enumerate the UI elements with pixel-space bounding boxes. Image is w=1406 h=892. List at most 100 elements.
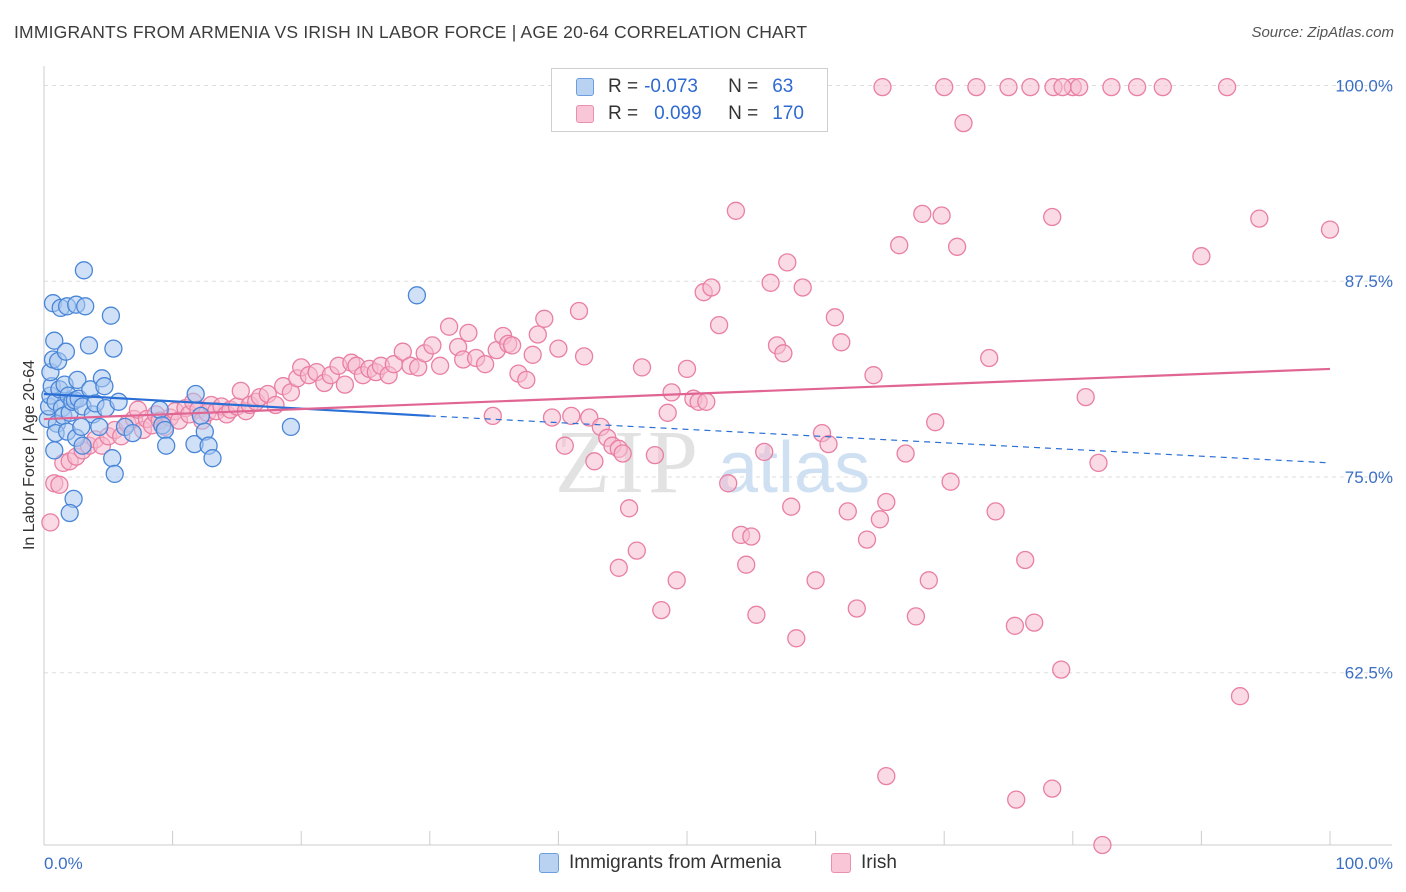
irish-point [819,434,838,454]
irish-point [1016,550,1035,570]
irish-point [430,356,450,375]
irish-point [947,237,967,256]
irish-point [719,474,738,493]
irish-point [967,77,986,97]
y-tick-label: 62.5% [1345,664,1393,683]
irish-point [677,359,697,379]
legend-row-irish: R = 0.099 N = 170 [576,102,804,126]
armenia-point [56,342,76,361]
irish-point [742,527,761,546]
irish-points [41,77,1340,855]
irish-point [857,530,877,549]
armenia-point [45,441,64,460]
armenia-point [109,392,128,411]
legend-n-value-armenia: 63 [772,76,794,97]
legend-row-armenia: R = -0.073 N = 63 [576,75,793,99]
tick-labels: 62.5% 75.0% 87.5% 100.0% 0.0% 100.0% In Labor … [21,76,1393,873]
irish-point [697,392,716,411]
irish-point [562,406,581,426]
armenia-point [79,336,99,355]
irish-point [231,381,250,401]
irish-point [459,323,478,343]
axes [43,66,1392,846]
source-label: Source: ZipAtlas.com [1251,24,1394,41]
irish-point [1217,77,1237,97]
irish-point [517,370,536,390]
irish-point [50,475,69,494]
grid [44,84,1392,674]
legend-swatch-irish [576,105,594,123]
irish-point [1230,687,1250,706]
irish-point [761,273,780,292]
armenia-point [203,449,222,468]
armenia-point [105,464,124,484]
y-axis-title: In Labor Force | Age 20-64 [21,360,38,550]
irish-point [423,336,442,355]
irish-point [1052,660,1071,679]
irish-point [806,571,825,590]
irish-point [864,366,883,385]
irish-point [919,571,938,590]
armenia-point [95,377,114,396]
legend-n-label: N = [728,76,759,97]
armenia-point [407,286,427,305]
irish-point [1025,613,1044,632]
irish-point [825,308,845,327]
legend-r-label: R = [608,76,639,97]
irish-point [569,301,589,321]
irish-point [782,497,801,516]
armenia-point [103,449,122,468]
irish-point [585,452,604,471]
irish-point [619,499,639,518]
irish-point [535,309,554,328]
irish-point [737,555,756,574]
irish-point [954,113,973,133]
irish-point [645,445,665,465]
irish-point [1102,77,1121,97]
irish-point [793,278,812,297]
irish-point [632,358,652,377]
armenia-point [60,503,79,523]
irish-trendline [43,367,1331,421]
armenia-point [45,331,64,350]
irish-point [709,315,729,335]
bottom-legend-swatch-irish [831,853,851,873]
armenia-point [186,384,205,404]
irish-point [774,344,793,363]
chart-title: IMMIGRANTS FROM ARMENIA VS IRISH IN LABO… [14,22,808,42]
watermark-atlas: atlas [718,428,870,508]
y-tick-label: 75.0% [1345,468,1393,487]
irish-point [528,325,547,344]
irish-point [832,333,851,352]
irish-point [1153,77,1172,97]
legend-swatch-armenia [576,78,594,96]
armenia-point [191,406,211,426]
armenia-trendline [43,392,430,418]
armenia-point [90,417,109,437]
irish-point [778,253,797,272]
irish-point [1089,453,1108,473]
armenia-point [73,436,92,455]
irish-point [890,236,909,255]
irish-point [726,201,746,220]
bottom-legend-label-armenia: Immigrants from Armenia [569,852,782,873]
irish-point [873,77,892,97]
bottom-legend-armenia: Immigrants from Armenia [539,852,781,874]
irish-point [906,607,926,626]
armenia-point [123,423,142,443]
bottom-legend-label-irish: Irish [861,852,897,873]
irish-point [502,336,522,355]
armenia-point [74,261,94,280]
watermark-zip: ZIP [555,413,702,512]
watermark: ZIP atlas [555,413,870,512]
irish-point [1076,387,1095,407]
irish-point [847,599,866,618]
irish-point [41,513,60,532]
armenia-point [104,339,123,358]
irish-point [877,492,896,512]
irish-point [747,605,766,624]
irish-point [926,413,945,432]
irish-point [755,442,774,462]
irish-point [658,403,677,422]
